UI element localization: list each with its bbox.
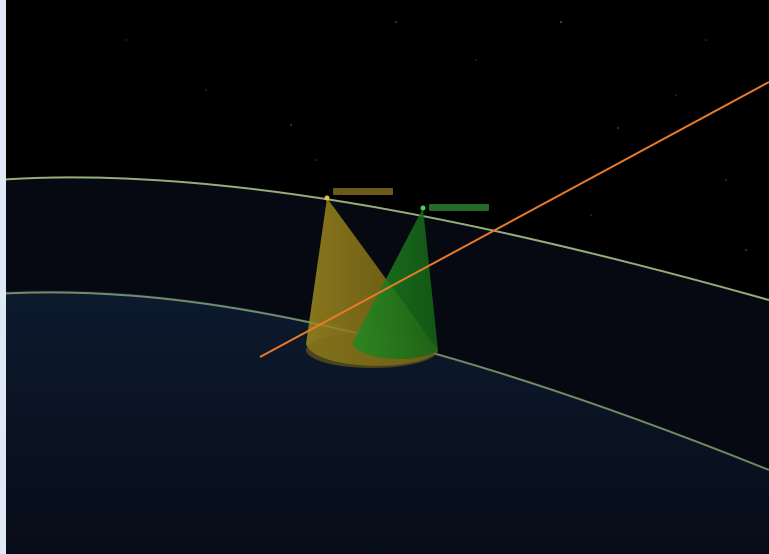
satellite-marker-green[interactable] xyxy=(420,205,426,211)
satellite-marker-yellow[interactable] xyxy=(324,195,330,201)
scene-canvas[interactable] xyxy=(6,0,769,554)
satellite-label-green xyxy=(429,204,489,211)
starfield xyxy=(125,20,747,251)
measurement-line[interactable] xyxy=(259,81,769,358)
orbit-path-outer xyxy=(6,176,769,301)
satellite-label-yellow xyxy=(333,188,393,195)
panel-edge xyxy=(0,0,6,554)
earth-surface xyxy=(6,290,769,554)
